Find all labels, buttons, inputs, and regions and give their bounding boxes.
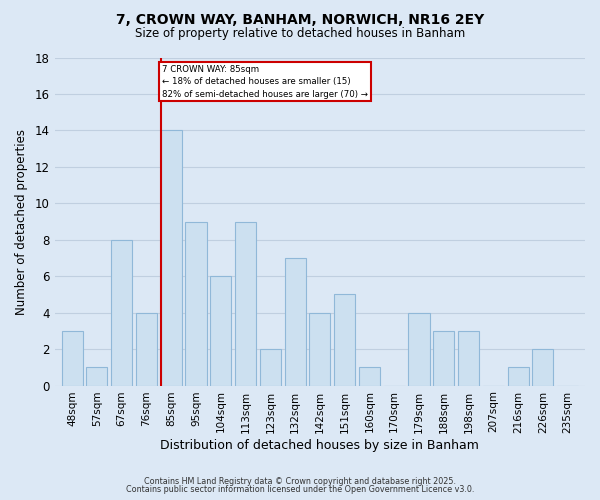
Text: Size of property relative to detached houses in Banham: Size of property relative to detached ho… [135, 28, 465, 40]
Y-axis label: Number of detached properties: Number of detached properties [15, 128, 28, 314]
Bar [359, 368, 380, 386]
Text: Contains HM Land Registry data © Crown copyright and database right 2025.: Contains HM Land Registry data © Crown c… [144, 477, 456, 486]
Bar [235, 222, 256, 386]
Bar [210, 276, 232, 386]
Bar [136, 312, 157, 386]
Bar [433, 331, 454, 386]
Bar [62, 331, 83, 386]
Bar [185, 222, 206, 386]
Bar [161, 130, 182, 386]
Text: Contains public sector information licensed under the Open Government Licence v3: Contains public sector information licen… [126, 485, 474, 494]
Bar [532, 349, 553, 386]
Bar [310, 312, 331, 386]
Bar [86, 368, 107, 386]
Bar [260, 349, 281, 386]
Bar [111, 240, 132, 386]
Bar [334, 294, 355, 386]
Bar [409, 312, 430, 386]
Bar [458, 331, 479, 386]
Bar [284, 258, 305, 386]
Text: 7, CROWN WAY, BANHAM, NORWICH, NR16 2EY: 7, CROWN WAY, BANHAM, NORWICH, NR16 2EY [116, 12, 484, 26]
X-axis label: Distribution of detached houses by size in Banham: Distribution of detached houses by size … [160, 440, 479, 452]
Text: 7 CROWN WAY: 85sqm
← 18% of detached houses are smaller (15)
82% of semi-detache: 7 CROWN WAY: 85sqm ← 18% of detached hou… [162, 65, 368, 99]
Bar [508, 368, 529, 386]
